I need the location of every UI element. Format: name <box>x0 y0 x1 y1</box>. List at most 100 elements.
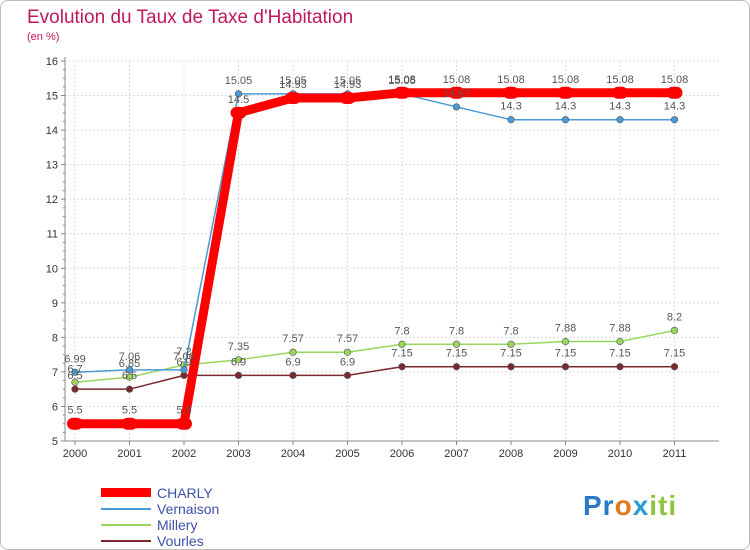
x-tick-label: 2000 <box>63 448 87 460</box>
x-tick-label: 2001 <box>117 448 141 460</box>
data-label-vernaison: 14.3 <box>609 101 630 113</box>
data-point-millery <box>616 337 624 346</box>
y-tick-label: 16 <box>46 56 58 68</box>
x-tick-label: 2005 <box>335 448 359 460</box>
x-tick-label: 2007 <box>444 448 468 460</box>
legend-label-charly: CHARLY <box>157 485 213 501</box>
data-point-millery <box>507 340 515 348</box>
series-line-vourles <box>75 365 675 390</box>
data-label-vernaison: 15.05 <box>388 75 416 87</box>
data-point-vourles <box>234 371 243 379</box>
legend-swatch-vourles <box>101 540 151 542</box>
x-tick-label: 2010 <box>608 448 632 460</box>
data-label-vernaison: 14.3 <box>555 101 576 113</box>
data-point-charly <box>339 91 356 104</box>
x-tick-label: 2006 <box>390 448 414 460</box>
data-label-vourles: 7.15 <box>555 348 576 360</box>
chart-title: Evolution du Taux de Taxe d'Habitation <box>27 7 354 28</box>
y-tick-label: 10 <box>46 263 58 275</box>
data-label-charly: 5.5 <box>122 405 137 417</box>
y-tick-label: 8 <box>52 332 58 344</box>
x-tick-label: 2003 <box>226 448 250 460</box>
data-label-millery: 7.57 <box>337 333 358 345</box>
data-label-charly: 5.5 <box>176 405 191 417</box>
data-label-vourles: 6.9 <box>231 356 246 368</box>
legend-label-vernaison: Vernaison <box>157 501 220 517</box>
data-label-millery: 7.88 <box>555 323 576 335</box>
y-tick-label: 9 <box>52 298 58 310</box>
x-tick-label: 2002 <box>172 448 196 460</box>
data-label-vernaison: 6.99 <box>64 353 85 365</box>
data-point-millery <box>398 340 406 348</box>
data-point-millery <box>670 326 679 335</box>
data-point-vernaison <box>616 116 624 124</box>
data-point-millery <box>125 373 134 381</box>
data-point-charly <box>285 91 301 104</box>
data-label-millery: 6.7 <box>67 363 82 375</box>
data-label-millery: 8.2 <box>667 311 682 323</box>
data-point-vernaison <box>561 116 570 124</box>
data-point-charly <box>666 86 683 99</box>
data-label-charly: 15.08 <box>606 74 634 86</box>
y-tick-label: 6 <box>52 401 58 413</box>
data-point-charly <box>230 106 247 119</box>
series-line-charly <box>75 88 675 429</box>
data-label-charly: 14.93 <box>334 79 362 91</box>
data-point-charly <box>121 417 138 430</box>
data-point-charly <box>503 86 519 99</box>
data-label-vourles: 6.5 <box>67 370 82 382</box>
data-label-vourles: 6.9 <box>285 356 300 368</box>
data-label-charly: 15.08 <box>388 74 416 86</box>
data-point-millery <box>343 348 352 356</box>
data-label-millery: 7.8 <box>449 325 464 337</box>
data-label-millery: 7.57 <box>282 333 303 345</box>
data-label-vernaison: 15.05 <box>334 75 362 87</box>
data-point-millery <box>289 348 297 356</box>
data-label-vernaison: 14.3 <box>500 101 521 113</box>
data-label-vernaison: 7.06 <box>173 351 194 363</box>
data-point-vourles <box>670 363 679 371</box>
data-point-charly <box>557 86 574 99</box>
data-point-vernaison <box>180 366 188 374</box>
legend-swatch-charly <box>101 488 151 497</box>
data-label-charly: 14.5 <box>228 94 249 106</box>
data-label-vourles: 6.5 <box>122 370 137 382</box>
data-label-charly: 15.08 <box>661 74 689 86</box>
data-point-vourles <box>289 371 297 379</box>
legend-label-vourles: Vourles <box>157 533 204 549</box>
y-tick-label: 12 <box>46 194 58 206</box>
data-label-vernaison: 14.67 <box>443 88 471 100</box>
x-tick-label: 2009 <box>553 448 577 460</box>
data-label-charly: 14.93 <box>279 79 307 91</box>
data-label-millery: 7.8 <box>503 325 518 337</box>
data-point-vernaison <box>234 90 243 98</box>
legend-swatch-vernaison <box>101 508 151 510</box>
data-point-charly <box>67 417 83 430</box>
data-label-vourles: 7.15 <box>500 348 521 360</box>
x-tick-label: 2011 <box>663 448 687 460</box>
legend-label-millery: Millery <box>157 517 198 533</box>
y-tick-label: 5 <box>52 436 58 448</box>
data-point-vourles <box>343 371 352 379</box>
data-label-millery: 7.35 <box>228 341 249 353</box>
data-label-charly: 15.08 <box>552 74 580 86</box>
data-label-charly: 15.08 <box>443 74 471 86</box>
data-point-millery <box>452 340 461 348</box>
data-label-vernaison: 15.05 <box>225 75 253 87</box>
y-tick-label: 7 <box>52 367 58 379</box>
y-tick-label: 15 <box>46 91 58 103</box>
data-label-vourles: 6.9 <box>176 356 191 368</box>
data-label-millery: 7.8 <box>394 325 409 337</box>
data-point-vourles <box>71 385 79 393</box>
series-line-millery <box>74 329 675 384</box>
data-point-vernaison <box>125 366 134 374</box>
x-tick-label: 2008 <box>499 448 523 460</box>
proxiti-logo: Proxiti <box>583 490 678 521</box>
data-label-charly: 15.08 <box>497 74 525 86</box>
data-point-vourles <box>507 363 515 371</box>
data-point-charly <box>394 86 410 99</box>
data-point-charly <box>448 86 465 99</box>
data-label-vernaison: 7.06 <box>119 351 140 363</box>
data-point-vernaison <box>71 368 79 376</box>
